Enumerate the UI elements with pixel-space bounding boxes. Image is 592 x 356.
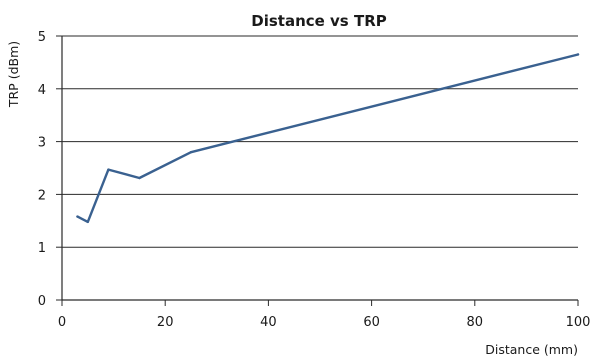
series-layer [76, 53, 580, 224]
x-tick-label: 80 [467, 315, 484, 330]
y-tick-label: 1 [38, 241, 46, 256]
y-tick-label: 4 [38, 83, 46, 98]
y-tick-label: 0 [38, 294, 46, 309]
y-tick-label: 2 [38, 188, 46, 203]
x-tick-label: 20 [157, 315, 174, 330]
y-axis-label: TRP (dBm) [6, 41, 21, 108]
series-line [76, 53, 580, 224]
x-axis-label: Distance (mm) [485, 342, 578, 356]
data-point [576, 53, 580, 56]
y-tick-label: 3 [38, 136, 46, 151]
y-tick-label: 5 [38, 30, 46, 45]
x-tick-label: 100 [566, 315, 591, 330]
gridlines [62, 35, 578, 248]
x-tick-label: 60 [363, 315, 380, 330]
data-point [86, 220, 90, 224]
axes [56, 35, 579, 306]
x-tick-label: 40 [260, 315, 277, 330]
data-point [76, 215, 79, 218]
x-tick-label: 0 [58, 315, 66, 330]
data-point [189, 150, 193, 154]
y-tick-labels: 0 1 2 3 4 5 [38, 30, 46, 309]
x-tick-labels: 0 20 40 60 80 100 [58, 315, 591, 330]
data-point [107, 168, 110, 171]
data-point [138, 176, 141, 180]
chart-title: Distance vs TRP [251, 12, 386, 30]
